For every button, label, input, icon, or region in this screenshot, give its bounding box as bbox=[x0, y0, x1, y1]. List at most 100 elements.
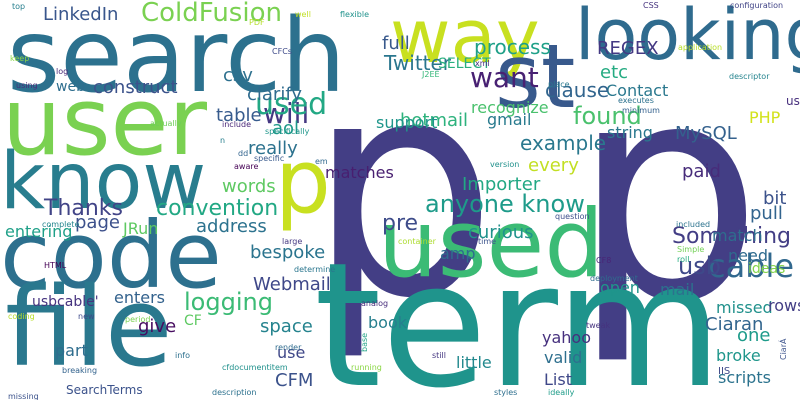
word: st bbox=[495, 25, 576, 128]
word: question bbox=[555, 212, 590, 221]
word: found bbox=[573, 102, 642, 130]
word: amp bbox=[440, 244, 476, 263]
word: Something bbox=[672, 224, 791, 249]
word: IIS bbox=[718, 366, 731, 377]
word: Webmail bbox=[253, 274, 331, 295]
word: search bbox=[7, 0, 346, 116]
word: CF8 bbox=[596, 256, 612, 265]
word: cable bbox=[708, 247, 795, 285]
word: J2EE bbox=[422, 70, 440, 79]
word: application bbox=[678, 43, 723, 52]
word: will bbox=[263, 97, 310, 130]
word: place bbox=[548, 80, 570, 89]
word: string bbox=[607, 123, 653, 142]
word: matches bbox=[325, 163, 394, 182]
word: CiarÁ bbox=[779, 338, 788, 360]
word: paid bbox=[682, 161, 721, 182]
word: MySQL bbox=[675, 123, 737, 144]
word: PHP bbox=[749, 108, 781, 127]
word: bit bbox=[763, 188, 787, 209]
word: used bbox=[255, 87, 328, 122]
word: info bbox=[175, 351, 191, 360]
word: CSS bbox=[643, 1, 659, 10]
word: version bbox=[490, 160, 520, 169]
word: web bbox=[56, 79, 85, 95]
word: curious bbox=[468, 222, 534, 243]
word: List bbox=[544, 370, 572, 389]
word: running bbox=[351, 363, 382, 372]
word: open bbox=[600, 278, 640, 297]
word: file bbox=[5, 263, 173, 391]
word: broke bbox=[716, 346, 761, 365]
word: deployment bbox=[590, 274, 638, 283]
word: CFM bbox=[275, 370, 314, 391]
word: pull bbox=[750, 203, 783, 224]
word: Thanks bbox=[44, 196, 124, 221]
word: flexible bbox=[340, 10, 369, 19]
word: SearchTerms bbox=[66, 383, 143, 397]
word: need bbox=[728, 246, 768, 265]
word: p bbox=[307, 15, 498, 364]
word: period bbox=[125, 315, 151, 324]
word: Importer bbox=[462, 174, 541, 195]
word: use bbox=[277, 343, 306, 362]
word: code bbox=[0, 202, 222, 309]
word: description bbox=[212, 388, 257, 397]
word: usbcable' bbox=[32, 294, 99, 310]
word: render bbox=[275, 343, 302, 352]
word: large bbox=[282, 237, 303, 246]
word: logging bbox=[184, 288, 273, 316]
word: using bbox=[16, 81, 38, 90]
word: breaking bbox=[62, 366, 98, 375]
word: Ciaran bbox=[705, 314, 764, 335]
word: aware bbox=[234, 162, 259, 171]
word: new bbox=[78, 312, 95, 321]
word: Twitter bbox=[384, 51, 452, 75]
word: yahoo bbox=[542, 328, 591, 347]
word: specifically bbox=[265, 127, 310, 136]
word: term bbox=[314, 225, 723, 400]
word: rows bbox=[768, 296, 800, 315]
word: usbcable bbox=[786, 94, 800, 108]
word: included bbox=[676, 220, 711, 229]
word: really bbox=[248, 138, 298, 159]
word: example bbox=[520, 131, 607, 155]
word: looking bbox=[575, 0, 800, 76]
word: table bbox=[216, 105, 262, 126]
word: REGEX bbox=[597, 38, 659, 59]
word: still bbox=[432, 351, 446, 360]
word: HTML bbox=[44, 261, 67, 270]
word: time bbox=[478, 237, 497, 246]
word: book bbox=[368, 313, 407, 332]
word: little bbox=[456, 353, 492, 372]
word: coding bbox=[8, 312, 35, 321]
word: support bbox=[376, 113, 438, 132]
word: base bbox=[360, 332, 369, 352]
word: entering bbox=[5, 222, 73, 241]
word: pre bbox=[382, 211, 419, 236]
word: clause bbox=[545, 78, 610, 102]
word: xml bbox=[475, 59, 490, 68]
word: one bbox=[737, 325, 771, 346]
word: clarify bbox=[247, 84, 303, 105]
word: hotmail bbox=[400, 110, 469, 131]
word: space bbox=[260, 316, 313, 337]
word: bespoke bbox=[250, 242, 326, 263]
word: keep bbox=[10, 54, 30, 63]
word: SELECT bbox=[438, 56, 491, 72]
word: scripts bbox=[718, 368, 771, 387]
word: part bbox=[55, 341, 88, 360]
word: recognize bbox=[471, 98, 549, 117]
word: JRun bbox=[123, 219, 159, 238]
word: anyone know bbox=[425, 190, 585, 218]
word: top bbox=[12, 2, 26, 11]
word: em bbox=[315, 157, 328, 166]
word: CF bbox=[184, 313, 202, 329]
word: ideally bbox=[548, 388, 575, 397]
word: missed bbox=[716, 298, 773, 317]
word: well bbox=[295, 10, 311, 19]
word: etc bbox=[600, 62, 629, 83]
word: LinkedIn bbox=[43, 4, 119, 25]
word: convention bbox=[156, 196, 279, 221]
word: complete bbox=[42, 220, 80, 229]
